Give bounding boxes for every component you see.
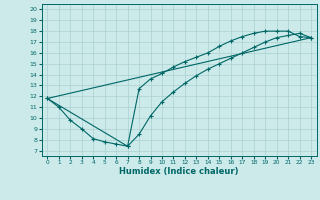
X-axis label: Humidex (Indice chaleur): Humidex (Indice chaleur)	[119, 167, 239, 176]
